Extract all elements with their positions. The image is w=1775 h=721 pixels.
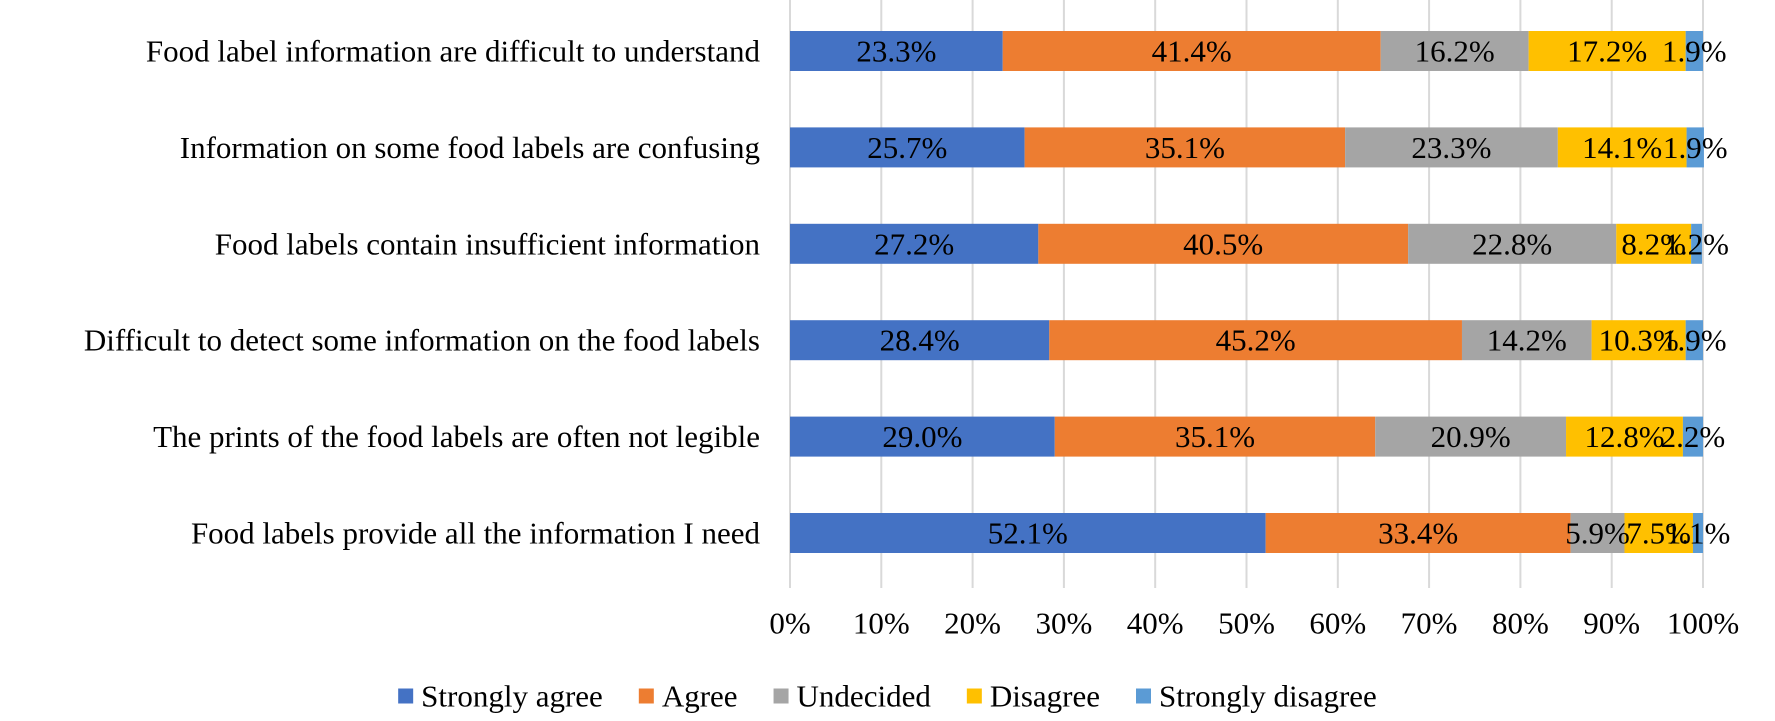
bar-segment	[1682, 416, 1703, 457]
bar-segment	[790, 513, 1266, 553]
data-label: 7.5%	[1626, 516, 1691, 551]
bars	[790, 31, 1704, 553]
data-label: 14.1%	[1582, 130, 1662, 165]
legend-swatch	[1136, 688, 1151, 704]
legend-swatch	[398, 688, 414, 704]
bar-segment	[1557, 127, 1687, 168]
legend: Strongly agree Agree Undecided Disagree Stro…	[398, 679, 1377, 714]
data-label: 20.9%	[1431, 419, 1511, 454]
data-labels: 23.3% 41.4% 16.2% 17.2% 1.9% 25.7% 35.1% 23.3% 1…	[856, 34, 1730, 551]
x-tick-label: 100%	[1667, 606, 1739, 641]
legend-label: Undecided	[797, 679, 932, 714]
legend-label: Strongly disagree	[1159, 679, 1377, 714]
data-label: 45.2%	[1216, 323, 1296, 358]
data-label: 1.2%	[1664, 226, 1729, 261]
x-tick-label: 80%	[1492, 606, 1549, 641]
bar-segment	[1570, 513, 1625, 553]
bar-segment	[1685, 320, 1703, 361]
category-label: Food labels provide all the information …	[191, 516, 761, 551]
bar-segment	[1566, 416, 1683, 457]
data-label: 25.7%	[867, 130, 947, 165]
x-tick-label: 50%	[1218, 606, 1275, 641]
x-tick-label: 0%	[769, 606, 810, 641]
bar-segment	[1049, 320, 1462, 361]
category-labels: Food label information are difficult to …	[84, 34, 761, 551]
data-label: 35.1%	[1175, 419, 1255, 454]
x-tick-label: 40%	[1127, 606, 1184, 641]
data-label: 5.9%	[1565, 516, 1630, 551]
bar-segment	[1054, 416, 1376, 457]
bar-segment	[1685, 31, 1703, 71]
data-label: 28.4%	[880, 323, 960, 358]
bar-segment	[1265, 513, 1571, 553]
data-label: 17.2%	[1567, 34, 1647, 69]
legend-swatch	[773, 688, 789, 704]
bar-segment	[1002, 31, 1381, 71]
data-label: 52.1%	[988, 516, 1068, 551]
bar-segment	[790, 223, 1039, 264]
data-label: 22.8%	[1472, 226, 1552, 261]
data-label: 1.1%	[1666, 516, 1731, 551]
bar-segment	[1692, 513, 1703, 553]
bar-segment	[1038, 223, 1409, 264]
x-tick-label: 60%	[1309, 606, 1366, 641]
x-tick-label: 30%	[1035, 606, 1092, 641]
bar-segment	[1686, 127, 1704, 168]
data-label: 29.0%	[882, 419, 962, 454]
data-label: 14.2%	[1487, 323, 1567, 358]
x-tick-label: 90%	[1583, 606, 1640, 641]
legend-label: Disagree	[990, 679, 1100, 714]
data-label: 23.3%	[856, 34, 936, 69]
data-label: 1.9%	[1662, 323, 1727, 358]
x-tick-label: 10%	[853, 606, 910, 641]
legend-label: Strongly agree	[421, 679, 603, 714]
bar-segment	[790, 127, 1025, 168]
data-label: 2.2%	[1661, 419, 1726, 454]
bar-segment	[1691, 223, 1703, 264]
x-axis-ticks: 0% 10% 20% 30% 40% 50% 60% 70% 80% 90% 100%	[769, 606, 1739, 641]
category-label: The prints of the food labels are often …	[153, 419, 760, 454]
data-label: 12.8%	[1584, 419, 1664, 454]
bar-segment	[1616, 223, 1692, 264]
data-label: 8.2%	[1621, 226, 1686, 261]
bar-segment	[1345, 127, 1558, 168]
bar-segment	[790, 31, 1003, 71]
bar-segment	[1624, 513, 1693, 553]
bar-segment	[1408, 223, 1617, 264]
category-label: Food labels contain insufficient informa…	[215, 226, 761, 261]
legend-swatch	[966, 688, 982, 704]
x-tick-label: 70%	[1401, 606, 1458, 641]
legend-label: Agree	[662, 679, 738, 714]
data-label: 1.9%	[1662, 34, 1727, 69]
data-label: 33.4%	[1378, 516, 1458, 551]
x-tick-label: 20%	[944, 606, 1001, 641]
category-label: Food label information are difficult to …	[146, 34, 761, 69]
data-label: 23.3%	[1411, 130, 1491, 165]
data-label: 10.3%	[1599, 323, 1679, 358]
category-label: Information on some food labels are conf…	[180, 130, 760, 165]
bar-segment	[1461, 320, 1592, 361]
bar-segment	[1380, 31, 1529, 71]
bar-segment	[1528, 31, 1686, 71]
data-label: 35.1%	[1145, 130, 1225, 165]
bar-segment	[790, 416, 1055, 457]
data-label: 27.2%	[874, 226, 954, 261]
bar-segment	[1591, 320, 1686, 361]
category-label: Difficult to detect some information on …	[84, 323, 760, 358]
bar-segment	[1375, 416, 1567, 457]
bar-segment	[790, 320, 1050, 361]
data-label: 40.5%	[1183, 226, 1263, 261]
data-label: 1.9%	[1663, 130, 1728, 165]
gridlines	[789, 0, 1704, 588]
data-label: 16.2%	[1415, 34, 1495, 69]
data-label: 41.4%	[1152, 34, 1232, 69]
legend-swatch	[638, 688, 654, 704]
bar-segment	[1024, 127, 1346, 168]
